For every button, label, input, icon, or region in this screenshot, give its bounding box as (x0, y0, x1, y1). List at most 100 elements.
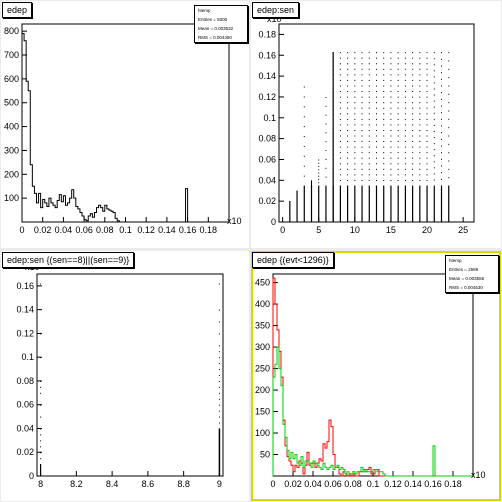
scatter-point (412, 141, 414, 143)
scatter-point (404, 102, 406, 104)
scatter-point (383, 174, 385, 176)
scatter-point (397, 135, 399, 137)
scatter-point (383, 146, 385, 148)
scatter-point (404, 91, 406, 93)
scatter-point (390, 118, 392, 120)
scatter-point (448, 143, 450, 145)
scatter-point (397, 163, 399, 165)
scatter-point (325, 105, 327, 107)
stats-entries: Entries = 5000 (198, 17, 228, 22)
scatter-point (383, 107, 385, 109)
scatter-point (419, 135, 421, 137)
scatter-point (426, 129, 428, 131)
scatter-point (390, 146, 392, 148)
scatter-point (354, 135, 356, 137)
scatter-point (347, 141, 349, 143)
scatter-point (419, 107, 421, 109)
scatter-point (390, 102, 392, 104)
scatter-point (412, 74, 414, 76)
scatter-point (426, 63, 428, 65)
scatter-point (426, 146, 428, 148)
scatter-point (218, 283, 220, 285)
scatter-point (354, 113, 356, 115)
scatter-point (376, 174, 377, 176)
stats-box: htemp Entries = 5000 Mean = 0.003532 RMS… (194, 5, 248, 43)
scatter-point (448, 135, 450, 137)
scatter-point (426, 152, 428, 154)
scatter-point (339, 174, 341, 176)
scatter-point (368, 129, 370, 131)
scatter-point (383, 157, 385, 159)
stats-mean: Mean = 0.003566 (449, 276, 485, 281)
scatter-point (376, 124, 377, 126)
scatter-point (426, 102, 428, 104)
scatter-point (361, 57, 363, 59)
scatter-point (376, 107, 377, 109)
pad-title: edep {(evt<1296)} (252, 252, 334, 268)
y-tick-label: 300 (4, 145, 19, 155)
pad-edep-sen-8-9[interactable]: 8 8.2 8.4 8.6 8.8 9 0 0.02 0.04 0.06 0.08 0.1 0.12 0.… (1, 251, 249, 501)
y-tick-label: 400 (255, 299, 270, 309)
scatter-point (419, 113, 421, 115)
scatter-point (303, 106, 305, 108)
scatter-point (397, 152, 399, 154)
scatter-point (390, 129, 392, 131)
pad-edep-evt[interactable]: 0 0.02 0.04 0.06 0.08 0.1 0.12 0.14 0.16 0.18 50 10… (251, 251, 501, 501)
stats-entries: Entries = 2589 (449, 267, 479, 272)
scatter-point (419, 124, 421, 126)
scatter-point (40, 392, 42, 394)
scatter-point (376, 141, 377, 143)
scatter-point (347, 91, 349, 93)
scatter-point (412, 129, 414, 131)
scatter-point (383, 124, 385, 126)
x-tick-label: 0.12 (137, 225, 155, 235)
x-tick-label: 0.04 (304, 479, 322, 489)
scatter-point (354, 96, 356, 98)
scatter-point (311, 183, 312, 185)
y-tick-label: 600 (4, 74, 19, 84)
scatter-point (397, 63, 399, 65)
scatter-point (368, 74, 370, 76)
y-tick-label: 0.08 (16, 376, 34, 386)
pad-edep[interactable]: 0 0.02 0.04 0.06 0.08 0.1 0.12 0.14 0.16 0.18 100 2… (1, 1, 249, 248)
scatter-point (339, 163, 341, 165)
y-tick-label: 0.12 (258, 92, 276, 102)
scatter-point (361, 174, 363, 176)
scatter-point (397, 52, 399, 54)
y-tick-label: 100 (255, 428, 270, 438)
scatter-point (311, 182, 312, 184)
scatter-point (397, 113, 399, 115)
scatter-point (318, 172, 320, 174)
scatter-point (383, 118, 385, 120)
scatter-point (318, 182, 320, 184)
y-tick-label: 0 (29, 471, 34, 481)
scatter-point (218, 380, 220, 382)
chart-edep-sen: 0 5 10 15 20 25 0 0.02 0.04 0.06 0.08 0.1 0.12 0.14 0.… (258, 14, 475, 235)
scatter-point (448, 77, 450, 79)
scatter-point (368, 179, 370, 181)
scatter-point (361, 79, 363, 81)
scatter-point (441, 58, 442, 60)
scatter-point (289, 201, 291, 203)
pad-title: edep:sen (252, 2, 300, 18)
scatter-point (412, 63, 414, 65)
scatter-point (354, 129, 356, 131)
scatter-point (218, 333, 220, 335)
x-tick-label: 0.02 (34, 225, 52, 235)
scatter-point (441, 178, 442, 180)
scatter-point (426, 107, 428, 109)
scatter-point (404, 174, 406, 176)
scatter-point (361, 179, 363, 181)
scatter-point (303, 175, 305, 177)
pad-edep-sen[interactable]: 0 5 10 15 20 25 0 0.02 0.04 0.06 0.08 0.1 0.12 0.14 0.… (251, 1, 501, 248)
scatter-point (218, 345, 220, 347)
scatter-point (397, 157, 399, 159)
scatter-point (368, 107, 370, 109)
scatter-point (433, 106, 435, 108)
scatter-point (441, 138, 442, 140)
scatter-point (390, 96, 392, 98)
scatter-point (354, 68, 356, 70)
scatter-point (390, 124, 392, 126)
scatter-point (412, 91, 414, 93)
scatter-point (426, 118, 428, 120)
